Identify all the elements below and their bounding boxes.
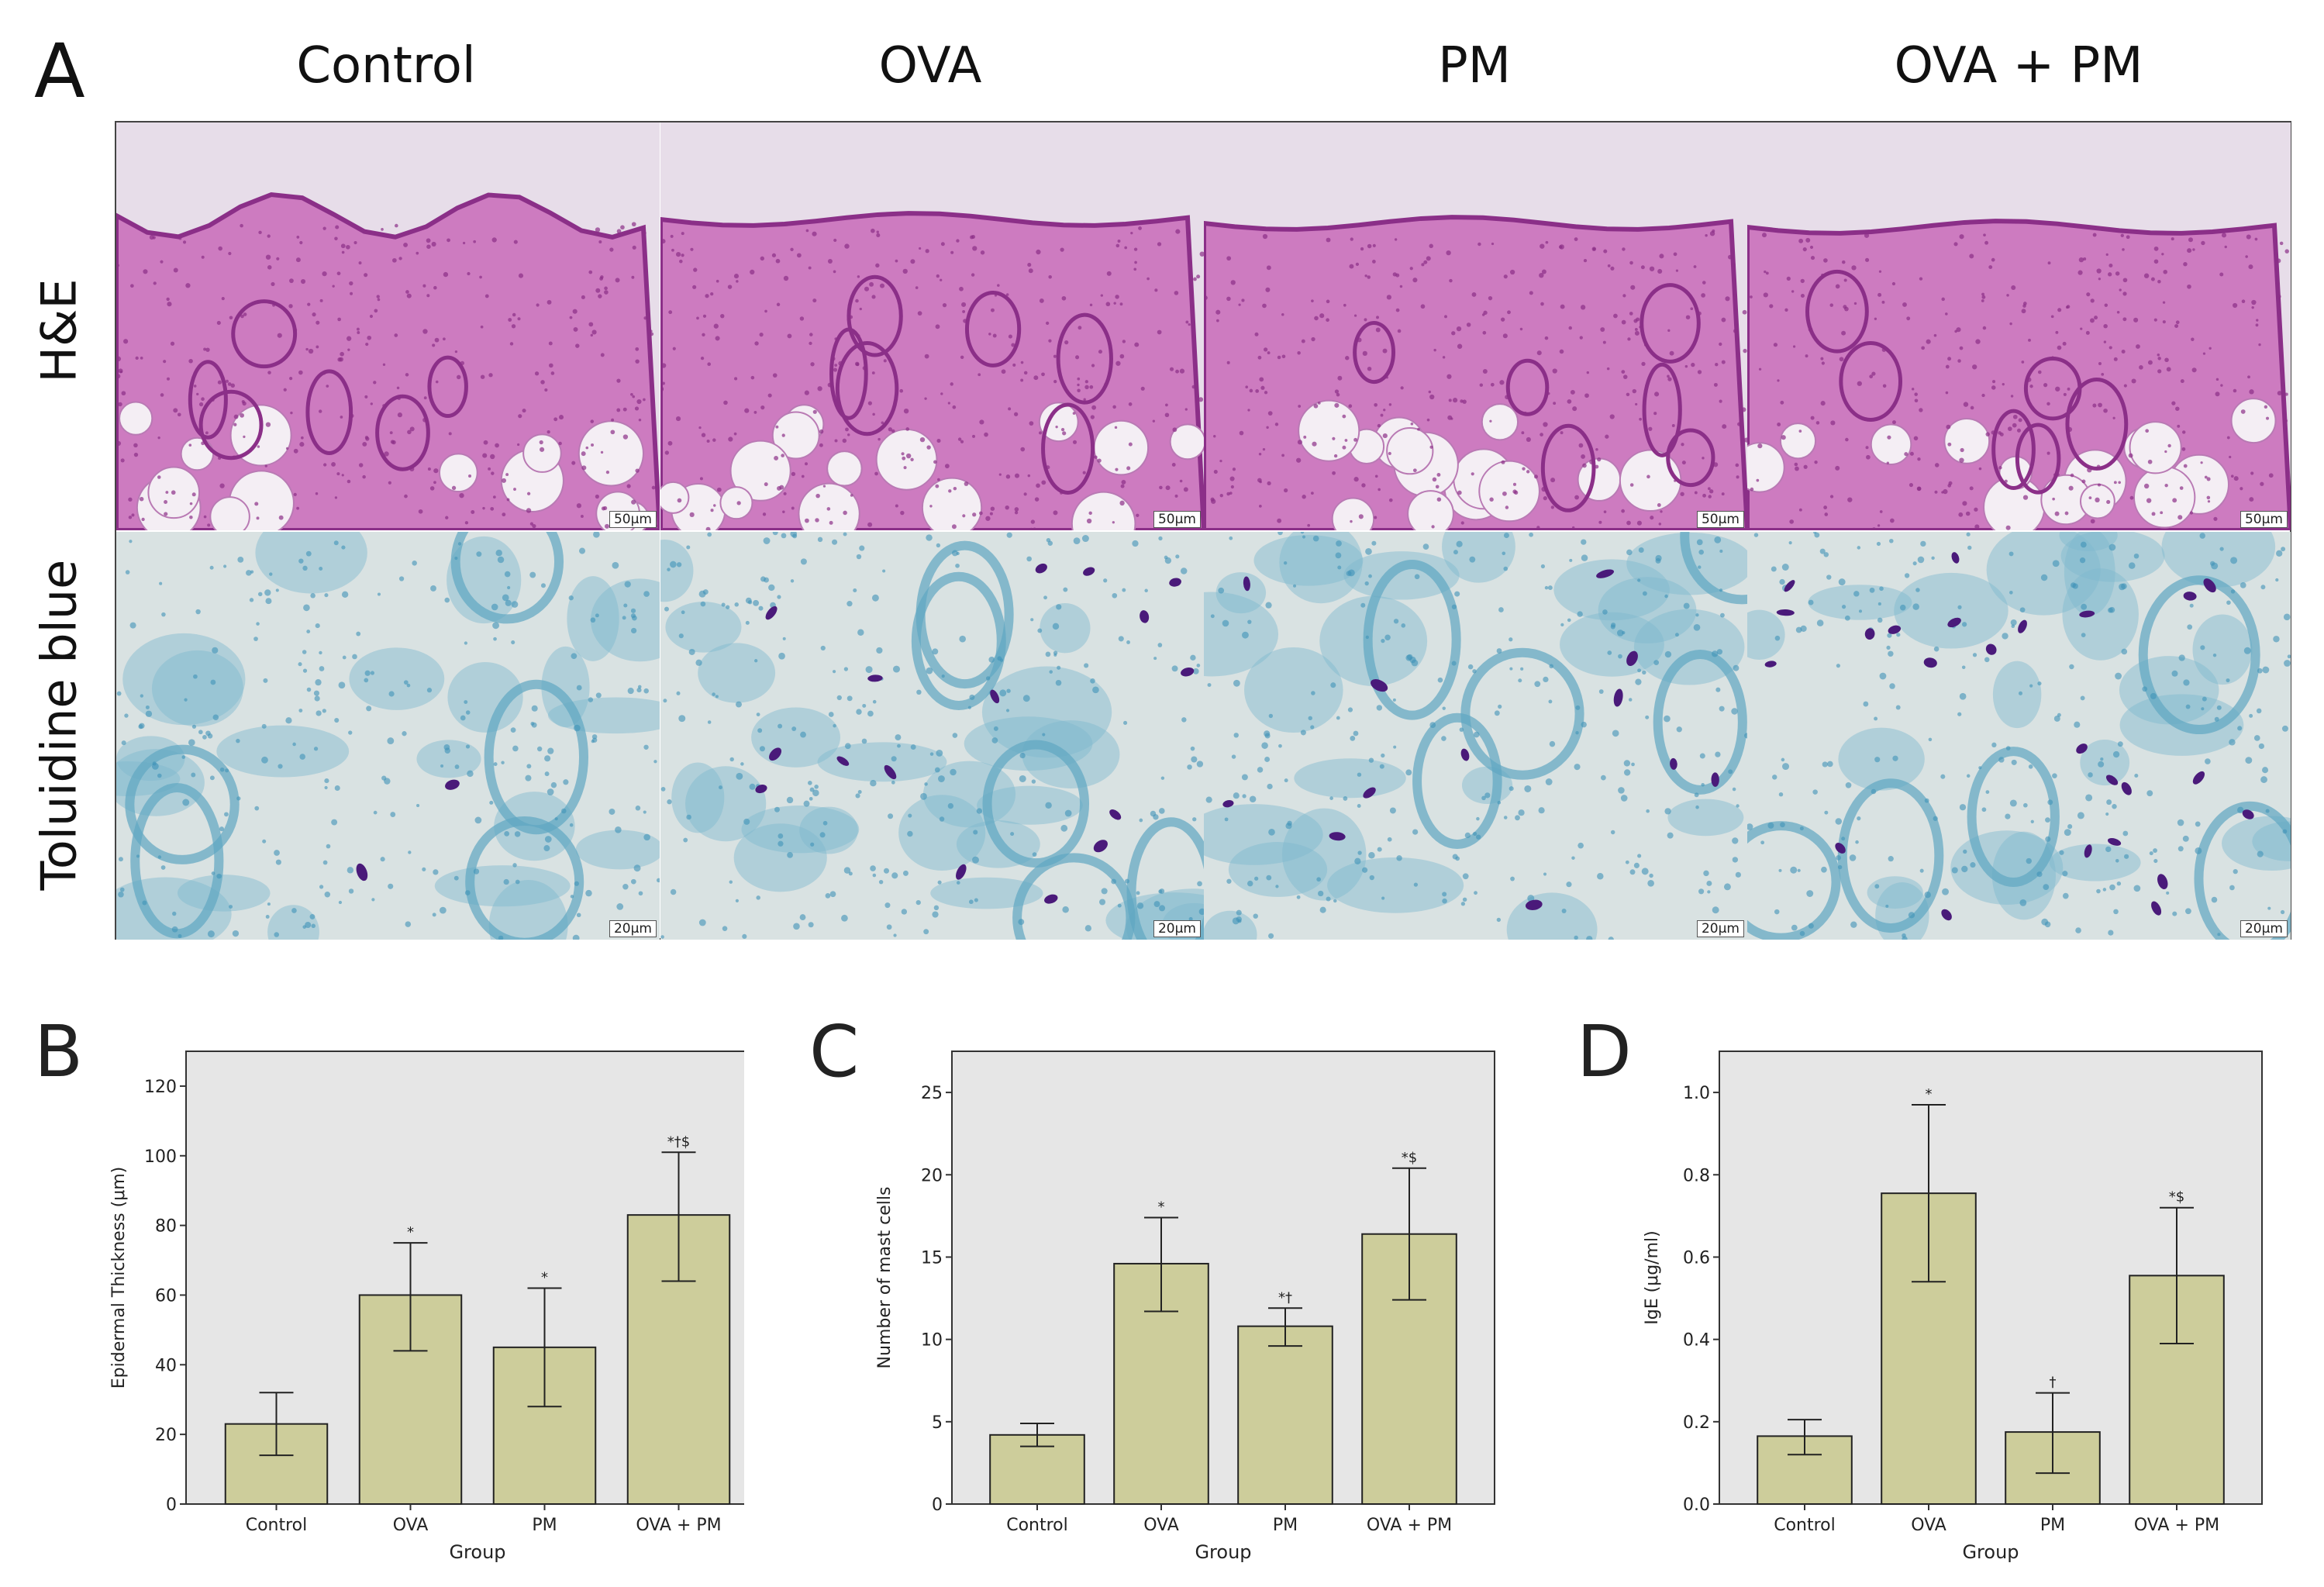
chart-svg: C 0 5 10 15 20 25 Number of mast cells Control * O… [809, 1010, 1495, 1563]
column-title-pm: PM [1438, 37, 1511, 95]
y-tick-label: 80 [155, 1217, 177, 1237]
y-tick-label: 15 [921, 1248, 943, 1268]
scale-bar: 20μm [1153, 920, 1201, 937]
chart-svg: B 0 20 40 60 80 100 120 Epidermal Thickness (μm)… [34, 1010, 744, 1563]
y-tick-label: 20 [155, 1426, 177, 1445]
x-tick-label: OVA + PM [1367, 1516, 1452, 1535]
x-tick-label: OVA + PM [636, 1516, 721, 1535]
row-label-he: H&E [30, 278, 88, 383]
y-tick-label: 1.0 [1683, 1084, 1710, 1103]
x-tick-label: OVA + PM [2134, 1516, 2219, 1535]
column-title-control: Control [296, 37, 476, 95]
he-image-ova: 50μm [660, 122, 1204, 530]
toluidine-image-pm: 20μm [1204, 532, 1747, 940]
column-title-ova: OVA [878, 37, 982, 95]
x-tick-label: Control [1006, 1516, 1068, 1535]
panel-letter: C [809, 1010, 859, 1093]
scale-bar: 20μm [1696, 920, 1744, 937]
x-axis-label: Group [449, 1541, 505, 1563]
panel-letter: B [34, 1010, 83, 1093]
y-tick-label: 20 [921, 1166, 943, 1185]
scale-bar: 50μm [2240, 511, 2288, 528]
significance-mark: * [1926, 1086, 1933, 1102]
y-tick-label: 5 [932, 1413, 943, 1433]
he-image-pm: 50μm [1204, 122, 1747, 530]
scale-bar: 50μm [609, 511, 657, 528]
significance-mark: * [407, 1224, 414, 1240]
scale-bar: 20μm [609, 920, 657, 937]
y-tick-label: 0 [932, 1496, 943, 1515]
column-title-ova-pm: OVA + PM [1894, 37, 2143, 95]
x-tick-label: PM [1273, 1516, 1298, 1535]
x-tick-label: OVA [1911, 1516, 1946, 1535]
chart-d: D 0.0 0.2 0.4 0.6 0.8 1.0 IgE (μg/ml) Control * OV… [1543, 1008, 2287, 1587]
y-axis-label: Epidermal Thickness (μm) [109, 1167, 129, 1389]
toluidine-image-ova: 20μm [660, 532, 1204, 940]
significance-mark: *†$ [667, 1133, 690, 1150]
y-tick-label: 0.2 [1683, 1413, 1710, 1433]
y-tick-label: 120 [144, 1078, 177, 1097]
x-axis-label: Group [1195, 1541, 1251, 1563]
x-tick-label: OVA [393, 1516, 429, 1535]
significance-mark: *$ [2169, 1189, 2184, 1206]
y-tick-label: 100 [144, 1147, 177, 1167]
y-tick-label: 0.6 [1683, 1248, 1710, 1268]
y-tick-label: 40 [155, 1356, 177, 1375]
panel-a-letter: A [34, 28, 85, 115]
significance-mark: * [541, 1269, 548, 1285]
y-tick-label: 0 [166, 1496, 177, 1515]
y-tick-label: 0.0 [1683, 1496, 1710, 1515]
panel-letter: D [1577, 1010, 1632, 1093]
row-label-toluidine: Toluidine blue [30, 559, 88, 891]
x-tick-label: PM [532, 1516, 557, 1535]
significance-mark: *† [1278, 1289, 1292, 1306]
chart-svg: D 0.0 0.2 0.4 0.6 0.8 1.0 IgE (μg/ml) Control * OV… [1577, 1010, 2263, 1563]
scale-bar: 50μm [1153, 511, 1201, 528]
y-axis-label: Number of mast cells [875, 1187, 895, 1369]
significance-mark: * [1158, 1199, 1165, 1215]
y-axis-label: IgE (μg/ml) [1643, 1230, 1662, 1324]
he-image-control: 50μm [116, 122, 660, 530]
scale-bar: 50μm [1696, 511, 1744, 528]
y-tick-label: 60 [155, 1286, 177, 1306]
x-axis-label: Group [1962, 1541, 2019, 1563]
significance-mark: † [2050, 1375, 2057, 1391]
toluidine-image-control: 20μm [116, 532, 660, 940]
y-tick-label: 0.4 [1683, 1331, 1710, 1351]
significance-mark: *$ [1402, 1150, 1417, 1166]
scale-bar: 20μm [2240, 920, 2288, 937]
x-tick-label: Control [1774, 1516, 1836, 1535]
y-tick-label: 10 [921, 1331, 943, 1351]
bar-pm [1237, 1325, 1333, 1505]
chart-c: C 0 5 10 15 20 25 Number of mast cells Control * O… [775, 1008, 1519, 1587]
he-image-ova-pm: 50μm [1747, 122, 2291, 530]
toluidine-image-ova-pm: 20μm [1747, 532, 2291, 940]
x-tick-label: Control [246, 1516, 308, 1535]
chart-b: B 0 20 40 60 80 100 120 Epidermal Thickness (μm)… [0, 1008, 744, 1587]
x-tick-label: OVA [1143, 1516, 1179, 1535]
micrograph-grid: 50μm 50μm 50μm 50μm 20μm 20μm 20μm 20μm [115, 121, 2291, 940]
y-tick-label: 25 [921, 1084, 943, 1103]
y-tick-label: 0.8 [1683, 1166, 1710, 1185]
x-tick-label: PM [2040, 1516, 2065, 1535]
